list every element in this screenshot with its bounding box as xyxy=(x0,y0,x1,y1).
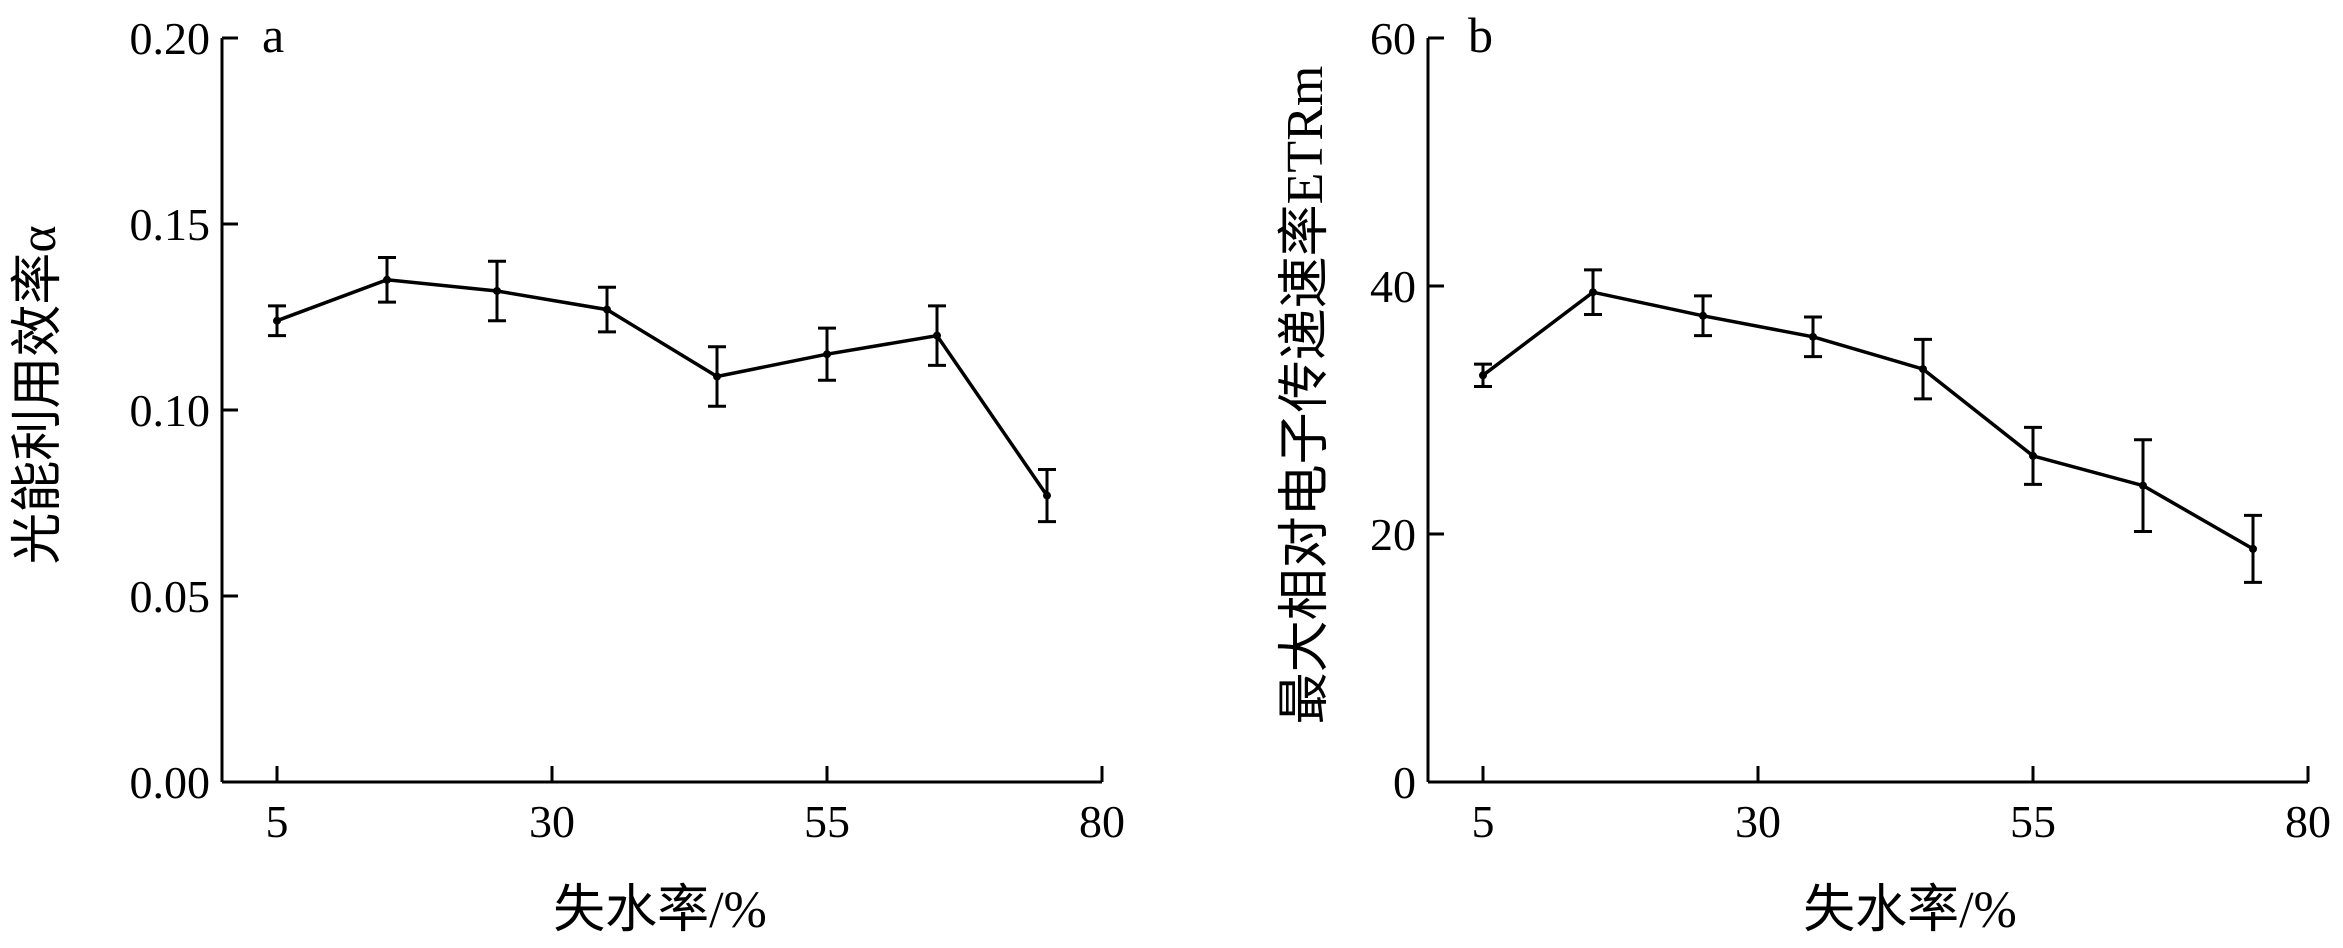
panel-a-data-point xyxy=(933,331,941,340)
panel-b-letter: b xyxy=(1468,7,1493,63)
panel-b-series-line xyxy=(1481,290,2254,551)
panel-b-x-tick-label: 55 xyxy=(2010,796,2056,847)
panel-b-data-point xyxy=(1809,332,1817,341)
panel-a-y-tick-label: 0.15 xyxy=(130,199,211,250)
panel-a-y-tick-label: 0.20 xyxy=(130,13,211,64)
panel-b-data-point xyxy=(2139,481,2147,490)
panel-a-data-point xyxy=(1043,491,1051,500)
panel-b-data-point xyxy=(2029,451,2037,460)
panel-b-y-tick-label: 0 xyxy=(1393,757,1416,808)
panel-b-y-tick-label: 20 xyxy=(1370,509,1416,560)
panel-b-data-point xyxy=(2249,544,2257,553)
panel-a-series-line xyxy=(276,278,1049,497)
panel-b-x-axis-title: 失水率/% xyxy=(1803,882,2017,939)
panel-b-data-point xyxy=(1479,371,1487,380)
panel-b-y-tick-label: 40 xyxy=(1370,261,1416,312)
panel-b-data-point xyxy=(1699,311,1707,320)
panel-a-data-point xyxy=(823,350,831,359)
panel-a-letter: a xyxy=(262,7,284,63)
panel-b-data-point xyxy=(1919,365,1927,374)
panel-a-x-tick-label: 5 xyxy=(266,796,289,847)
panel-a-data-point xyxy=(603,305,611,314)
panel-a-x-tick-label: 55 xyxy=(804,796,850,847)
panel-a-y-tick-label: 0.05 xyxy=(130,571,211,622)
panel-a-data-point xyxy=(493,286,501,295)
panel-a-data-point xyxy=(273,316,281,325)
panel-a-x-tick-label: 30 xyxy=(529,796,575,847)
panel-b-x-tick-label: 30 xyxy=(1735,796,1781,847)
panel-b-x-tick-label: 80 xyxy=(2285,796,2331,847)
panel-a-y-tick-label: 0.00 xyxy=(130,757,211,808)
panel-b-x-tick-label: 5 xyxy=(1472,796,1495,847)
panel-b-y-axis-title: 最大相对电子传递速率ETRm xyxy=(1277,66,1334,725)
panel-a-data-point xyxy=(383,275,391,284)
panel-a-x-axis-title: 失水率/% xyxy=(553,882,767,939)
panel-b-data-point xyxy=(1589,288,1597,297)
panel-b-y-tick-label: 60 xyxy=(1370,13,1416,64)
panel-a-data-point xyxy=(713,372,721,381)
panel-a-x-tick-label: 80 xyxy=(1079,796,1125,847)
panel-a-chart: a 光能利用效率α 失水率/% 0.00 0.05 0.10 0.15 0.20 5 30 5… xyxy=(10,7,1125,939)
panel-a-y-tick-label: 0.10 xyxy=(130,385,211,436)
panel-b-chart: b 最大相对电子传递速率ETRm 失水率/% 0 20 40 60 5 30 55 80 xyxy=(1277,7,2331,939)
panel-a-y-axis-title: 光能利用效率α xyxy=(10,225,67,564)
